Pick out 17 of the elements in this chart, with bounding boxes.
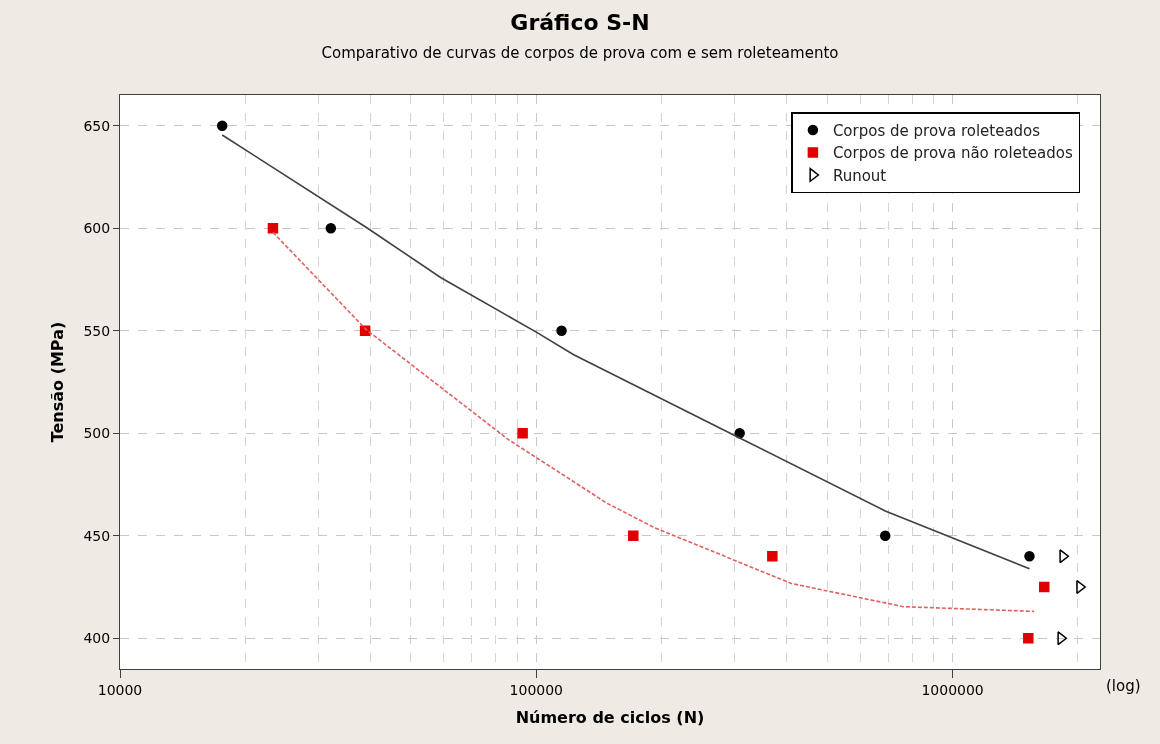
y-tick-label: 500 — [83, 425, 111, 442]
y-tick-label: 600 — [83, 220, 111, 237]
legend-label: Runout — [832, 166, 887, 185]
legend-label: Corpos de prova roleteados — [832, 121, 1041, 140]
y-tick-label: 650 — [83, 117, 111, 134]
x-tick-label: 10000 — [97, 681, 143, 698]
y-tick-label: 400 — [83, 630, 111, 647]
y-tick-label: 550 — [83, 322, 111, 339]
y-tick-label: 450 — [83, 527, 111, 544]
x-tick-label: 100000 — [509, 681, 564, 698]
text: (log) — [1106, 677, 1141, 695]
chart-title: Gráfico S-N — [510, 9, 650, 35]
x-axis-title: Número de ciclos (N) — [515, 708, 705, 728]
x-tick-label: 1000000 — [921, 681, 984, 698]
y-axis-title: Tensão (MPa) — [48, 321, 68, 443]
chart-subtitle: Comparativo de curvas de corpos de prova com e sem roleteamento — [321, 44, 839, 63]
legend-label: Corpos de prova não roleteados — [832, 144, 1073, 163]
